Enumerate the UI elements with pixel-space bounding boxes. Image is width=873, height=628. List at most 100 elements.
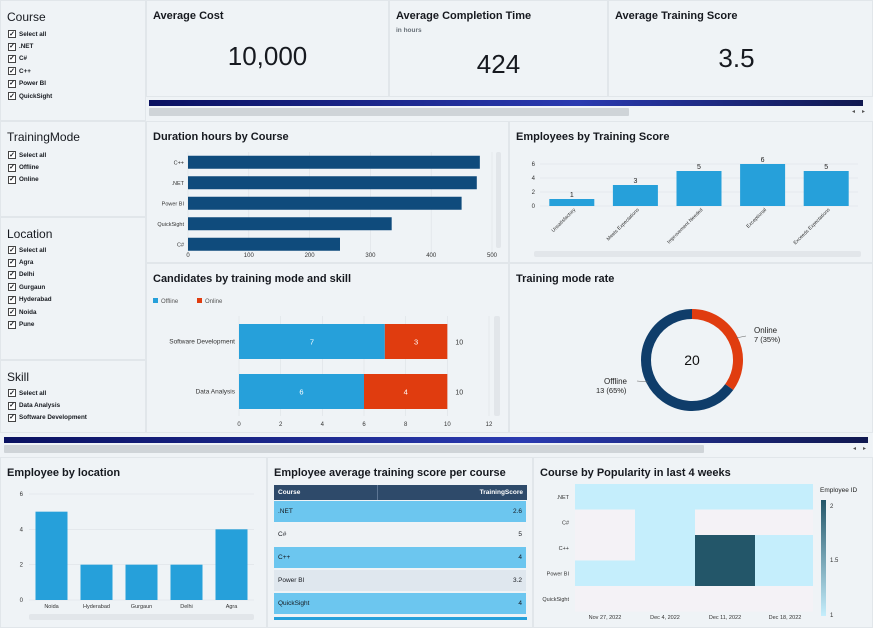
checkbox-option[interactable]: ✓ Software Development [8,412,87,424]
column-header[interactable]: TrainingScore [479,489,523,496]
kpi-value: 10,000 [227,41,308,71]
table-bottom-line [274,617,527,620]
checkbox-checked-icon[interactable]: ✓ [8,79,16,88]
popularity-heatmap-panel: Course by Popularity in last 4 weeks .NE… [533,457,873,628]
checkbox-checked-icon[interactable]: ✓ [8,320,16,329]
table-cell: Power BI [278,577,305,584]
checkbox-option[interactable]: ✓ Select all [8,149,46,161]
checkbox-checked-icon[interactable]: ✓ [8,246,16,255]
checkbox-checked-icon[interactable]: ✓ [8,30,16,39]
x-tick-label: Dec 11, 2022 [709,615,741,621]
checkbox-checked-icon[interactable]: ✓ [8,175,16,184]
total-label: 10 [455,340,463,347]
table-row[interactable]: C# 5 [274,524,526,545]
data-label: 1 [570,192,574,199]
scroll-right-arrow[interactable]: ▸ [862,109,866,115]
checkbox-checked-icon[interactable]: ✓ [8,67,16,76]
checkbox-label: Pune [19,321,35,329]
data-label: 5 [824,164,828,171]
checkbox-checked-icon[interactable]: ✓ [8,163,16,172]
table-cell: C++ [278,554,291,561]
heatmap-cell [755,586,813,612]
table-row[interactable]: .NET 2.6 [274,501,526,522]
y-tick-label: Power BI [162,201,185,207]
checkbox-option[interactable]: ✓ Power BI [8,78,52,90]
checkbox-checked-icon[interactable]: ✓ [8,389,16,398]
scroll-left-arrow[interactable]: ◂ [853,446,857,452]
y-tick-label: 0 [20,598,24,604]
checkbox-option[interactable]: ✓ Gurgaun [8,281,52,293]
y-tick-label: Data Analysis [196,389,236,396]
horizontal-scrollbar[interactable] [534,251,861,257]
scroll-left-arrow[interactable]: ◂ [852,109,856,115]
table-cell: QuickSight [278,600,310,607]
checkbox-checked-icon[interactable]: ✓ [8,295,16,304]
checkbox-option[interactable]: ✓ .NET [8,40,52,52]
bar [215,529,248,600]
horizontal-scrollbar[interactable]: ◂ ▸ [0,433,873,457]
checkbox-checked-icon[interactable]: ✓ [8,308,16,317]
legend-swatch [197,298,202,303]
candidates-chart: Offline Online 0 2 4 6 8 10 12 Software Developme… [153,298,493,428]
checkbox-checked-icon[interactable]: ✓ [8,54,16,63]
horizontal-scrollbar[interactable]: ◂ ▸ [146,97,873,121]
checkbox-checked-icon[interactable]: ✓ [8,42,16,51]
checkbox-checked-icon[interactable]: ✓ [8,270,16,279]
checkbox-option[interactable]: ✓ Select all [8,28,52,40]
y-tick-label: C++ [559,546,569,552]
checkbox-option[interactable]: ✓ Delhi [8,269,52,281]
scroll-right-arrow[interactable]: ▸ [863,446,867,452]
checkbox-label: Agra [19,259,34,267]
y-tick-label: .NET [556,495,569,501]
checkbox-option[interactable]: ✓ Pune [8,318,52,330]
column-header[interactable]: Course [278,489,301,496]
checkbox-checked-icon[interactable]: ✓ [8,92,16,101]
vertical-scrollbar[interactable] [496,152,501,248]
bar [188,176,477,190]
mode-rate-panel: Training mode rate 20 Online 7 (35%) Offlin… [509,263,873,433]
checkbox-option[interactable]: ✓ Data Analysis [8,399,87,411]
table-cell: .NET [278,508,293,515]
checkbox-option[interactable]: ✓ Online [8,174,46,186]
checkbox-option[interactable]: ✓ Select all [8,387,87,399]
vertical-scrollbar[interactable] [494,316,500,416]
checkbox-checked-icon[interactable]: ✓ [8,413,16,422]
table-row[interactable]: QuickSight 4 [274,593,526,614]
y-tick-label: 2 [20,563,24,569]
heatmap-cell [755,560,813,586]
y-tick-label: C# [177,242,185,248]
checkbox-checked-icon[interactable]: ✓ [8,258,16,267]
filter-course: Course ✓ Select all ✓ .NET ✓ C# ✓ C++ ✓ Power BI ✓… [0,0,146,121]
checkbox-option[interactable]: ✓ Offline [8,161,46,173]
heatmap-cell [635,509,695,535]
x-tick-label: 8 [404,422,408,428]
checkbox-option[interactable]: ✓ Select all [8,244,52,256]
checkbox-checked-icon[interactable]: ✓ [8,151,16,160]
bar [170,564,203,600]
filter-training-mode: TrainingMode ✓ Select all ✓ Offline ✓ Online [0,121,146,217]
heatmap-cell [695,560,755,586]
table-row[interactable]: Power BI 3.2 [274,570,526,591]
checkbox-option[interactable]: ✓ Agra [8,256,52,268]
x-tick-label: 10 [444,422,451,428]
bar [125,564,158,600]
y-tick-label: 4 [532,176,536,182]
scroll-thumb[interactable] [4,445,704,453]
location-chart-panel: Employee by location 0 2 4 6 Noida Hyderabad G… [0,457,267,628]
checkbox-option[interactable]: ✓ C# [8,53,52,65]
checkbox-option[interactable]: ✓ QuickSight [8,90,52,102]
checkbox-checked-icon[interactable]: ✓ [8,283,16,292]
bar-segment [239,324,385,359]
checkbox-option[interactable]: ✓ Noida [8,306,52,318]
table-row[interactable]: C++ 4 [274,547,526,568]
checkbox-option[interactable]: ✓ C++ [8,65,52,77]
checkbox-label: Gurgaun [19,283,46,291]
scroll-thumb[interactable] [149,108,629,116]
kpi-title: Average Completion Time [396,10,532,22]
x-tick-label: Meets Expectations [606,207,641,242]
checkbox-option[interactable]: ✓ Hyderabad [8,294,52,306]
legend-label: Online [205,299,223,305]
checkbox-checked-icon[interactable]: ✓ [8,401,16,410]
horizontal-scrollbar[interactable] [29,614,254,620]
candidates-chart-panel: Candidates by training mode and skill Of… [146,263,509,433]
